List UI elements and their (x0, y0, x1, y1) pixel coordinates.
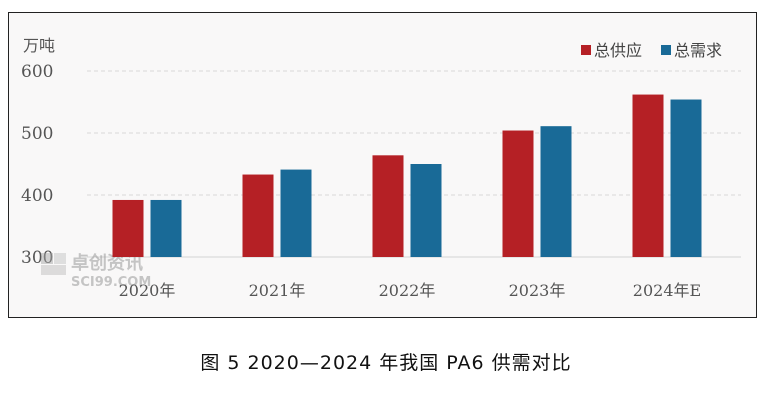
watermark-logo-icon (41, 265, 66, 275)
legend-label: 总需求 (674, 41, 722, 60)
watermark-domain: SCI99.COM (71, 275, 151, 290)
watermark-brand: 卓创资讯 (71, 252, 143, 274)
bar-demand (280, 169, 312, 257)
bar-demand (540, 126, 572, 258)
x-tick-label: 2022年 (379, 281, 436, 300)
x-tick-label: 2021年 (249, 281, 306, 300)
bar-supply (242, 174, 274, 257)
figure-caption: 图 5 2020—2024 年我国 PA6 供需对比 (200, 352, 572, 374)
bar-supply (502, 130, 534, 257)
chart-frame: 300 400 500 600 万吨 卓创资讯 SCI99.COM 2020年 2021年 202… (8, 12, 757, 318)
bar-supply (372, 155, 404, 257)
y-unit-label: 万吨 (23, 36, 55, 55)
bar-supply (632, 94, 664, 257)
bar-demand (410, 164, 442, 257)
legend-swatch (581, 45, 591, 55)
x-tick-label: 2024年E (633, 281, 701, 300)
y-tick-label: 600 (21, 62, 53, 82)
bar-demand (150, 199, 182, 257)
bar-supply (112, 199, 144, 257)
watermark-logo-icon (54, 253, 66, 264)
y-tick-label: 400 (21, 186, 53, 206)
y-tick-label: 500 (21, 124, 53, 144)
x-tick-label: 2023年 (509, 281, 566, 300)
bar-demand (670, 99, 702, 258)
x-tick-label: 2020年 (119, 281, 176, 300)
legend-label: 总供应 (594, 41, 642, 60)
legend-swatch (661, 45, 671, 55)
watermark-logo-icon (41, 253, 53, 264)
